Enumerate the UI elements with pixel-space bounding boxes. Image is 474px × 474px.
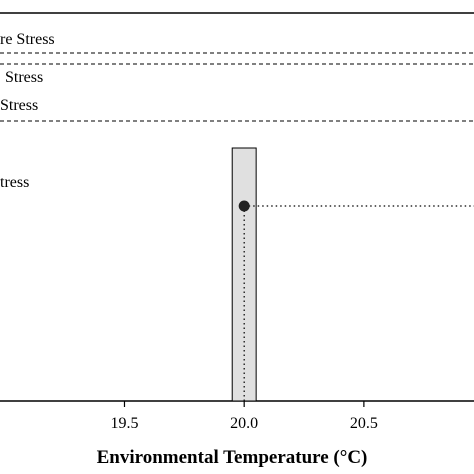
reference-line-label-3: Stress bbox=[0, 97, 38, 114]
region-label: tress bbox=[0, 174, 29, 191]
reference-lines: re Stress Stress Stress bbox=[0, 31, 474, 122]
reference-line-label-1: re Stress bbox=[0, 31, 55, 48]
data-point bbox=[238, 200, 250, 212]
x-tick-label-1: 19.5 bbox=[110, 415, 138, 432]
x-axis-label: Environmental Temperature (°C) bbox=[97, 447, 368, 468]
reference-line-label-2: Stress bbox=[5, 69, 43, 86]
x-tick-label-2: 20.0 bbox=[230, 415, 258, 432]
x-tick-label-3: 20.5 bbox=[350, 415, 378, 432]
x-axis-ticks: 19.5 20.0 20.5 bbox=[110, 401, 378, 432]
